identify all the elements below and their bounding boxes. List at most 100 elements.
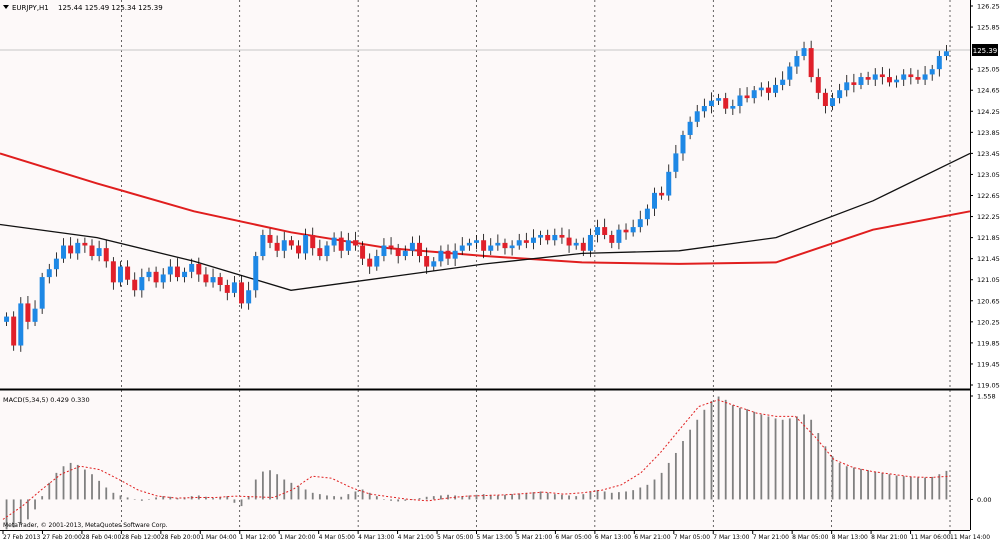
candle-body <box>694 111 700 122</box>
candle-body <box>345 240 351 251</box>
time-tick-label: 6 Mar 21:00 <box>634 534 670 541</box>
macd-tick-label: 0.00 <box>977 496 991 504</box>
price-tick-label: 122.25 <box>977 213 1000 221</box>
macd-bar <box>767 416 770 500</box>
candle-body <box>630 227 636 233</box>
macd-bar <box>539 491 542 500</box>
candle-body <box>830 98 836 107</box>
candle-body <box>566 237 572 246</box>
price-tick-label: 126.25 <box>977 3 1000 11</box>
time-tick-label: 8 Mar 21:00 <box>871 534 907 541</box>
price-tick-label: 119.05 <box>977 382 1000 390</box>
macd-bar <box>724 399 727 500</box>
candle-body <box>922 74 928 80</box>
candle-body <box>196 263 202 275</box>
time-tick-label: 6 Mar 05:00 <box>555 534 591 541</box>
macd-bar <box>276 474 279 500</box>
candle-body <box>502 242 508 249</box>
chevron-down-icon[interactable] <box>3 5 9 9</box>
vertical-grid <box>121 0 951 530</box>
candle-body <box>417 242 423 257</box>
time-tick-label: 5 Mar 05:00 <box>437 534 473 541</box>
macd-bar <box>169 496 172 500</box>
macd-bar <box>717 396 720 500</box>
macd-label: MACD(5,34,5) 0.429 0.330 <box>3 396 90 404</box>
macd-bar <box>796 416 798 500</box>
candle-body <box>288 240 294 246</box>
candle-body <box>680 134 686 154</box>
macd-bar <box>746 409 748 500</box>
macd-bar <box>653 479 656 500</box>
time-tick-label: 4 Mar 21:00 <box>398 534 434 541</box>
macd-bar <box>525 492 528 500</box>
macd-bar <box>397 499 400 502</box>
time-tick-label: 11 Mar 06:00 <box>911 534 951 541</box>
candle-body <box>374 256 380 267</box>
macd-bar <box>596 490 599 500</box>
candle-body <box>559 234 565 238</box>
price-tick-label: 119.45 <box>977 360 1000 368</box>
macd-bar <box>468 495 471 500</box>
macd-bar <box>625 491 627 500</box>
candle-body <box>523 240 529 243</box>
price-tick-label: 124.25 <box>977 108 1000 116</box>
macd-bar <box>682 441 684 500</box>
macd-bar <box>845 466 848 500</box>
macd-bar <box>212 498 214 500</box>
macd-panel[interactable] <box>0 391 970 530</box>
candle-body <box>580 242 586 251</box>
macd-bar <box>290 482 293 500</box>
macd-bar <box>810 419 813 500</box>
candle-body <box>174 266 180 278</box>
macd-bar <box>774 418 777 500</box>
macd-bar <box>696 419 699 500</box>
candle-body <box>139 277 145 291</box>
macd-bar <box>375 496 378 500</box>
macd-bar <box>447 494 449 500</box>
candle-body <box>296 245 301 254</box>
macd-bar <box>639 487 642 500</box>
macd-bar <box>831 456 834 500</box>
time-tick-label: 28 Feb 20:00 <box>161 534 201 541</box>
macd-bar <box>575 496 578 500</box>
candle-body <box>844 82 850 91</box>
candle-body <box>929 69 935 75</box>
candle-body <box>943 51 949 57</box>
macd-bar <box>261 471 264 500</box>
candle-body <box>659 192 665 196</box>
macd-bar <box>667 462 670 500</box>
price-axis: 126.25 125.85 125.05 124.65 124.25 123.85 123.… <box>970 3 1000 390</box>
candle-body <box>281 240 287 251</box>
macd-bar <box>148 499 150 500</box>
moving-averages <box>0 152 971 291</box>
candle-body <box>495 242 501 246</box>
candle-body <box>901 74 907 80</box>
candle-body <box>837 90 843 99</box>
time-tick-label: 4 Mar 05:00 <box>319 534 355 541</box>
candle-body <box>110 261 116 283</box>
price-tick-label: 119.85 <box>977 339 1000 347</box>
candle-body <box>687 121 693 135</box>
candle-body <box>602 227 608 235</box>
macd-bar <box>703 409 706 500</box>
macd-bar <box>34 499 36 510</box>
candle-body <box>794 56 800 67</box>
price-panel[interactable] <box>0 0 970 388</box>
macd-bar <box>895 475 898 500</box>
macd-bar <box>219 497 222 500</box>
candle-body <box>573 242 579 246</box>
macd-bar <box>119 495 122 500</box>
candle-body <box>182 271 188 278</box>
time-axis: 27 Feb 2013 27 Feb 20:00 28 Feb 04:00 28 Fe… <box>2 530 990 541</box>
ma-slow-line <box>0 152 971 265</box>
time-tick-label: 5 Mar 21:00 <box>516 534 552 541</box>
candle-body <box>737 95 743 107</box>
candle-body <box>886 77 892 83</box>
candle-body <box>822 92 828 107</box>
candle-body <box>516 240 522 246</box>
macd-bar <box>496 495 499 500</box>
current-price-label: 125.39 <box>973 47 998 55</box>
macd-bar <box>205 496 207 500</box>
macd-bar <box>183 497 186 500</box>
time-tick-label: 8 Mar 05:00 <box>792 534 828 541</box>
